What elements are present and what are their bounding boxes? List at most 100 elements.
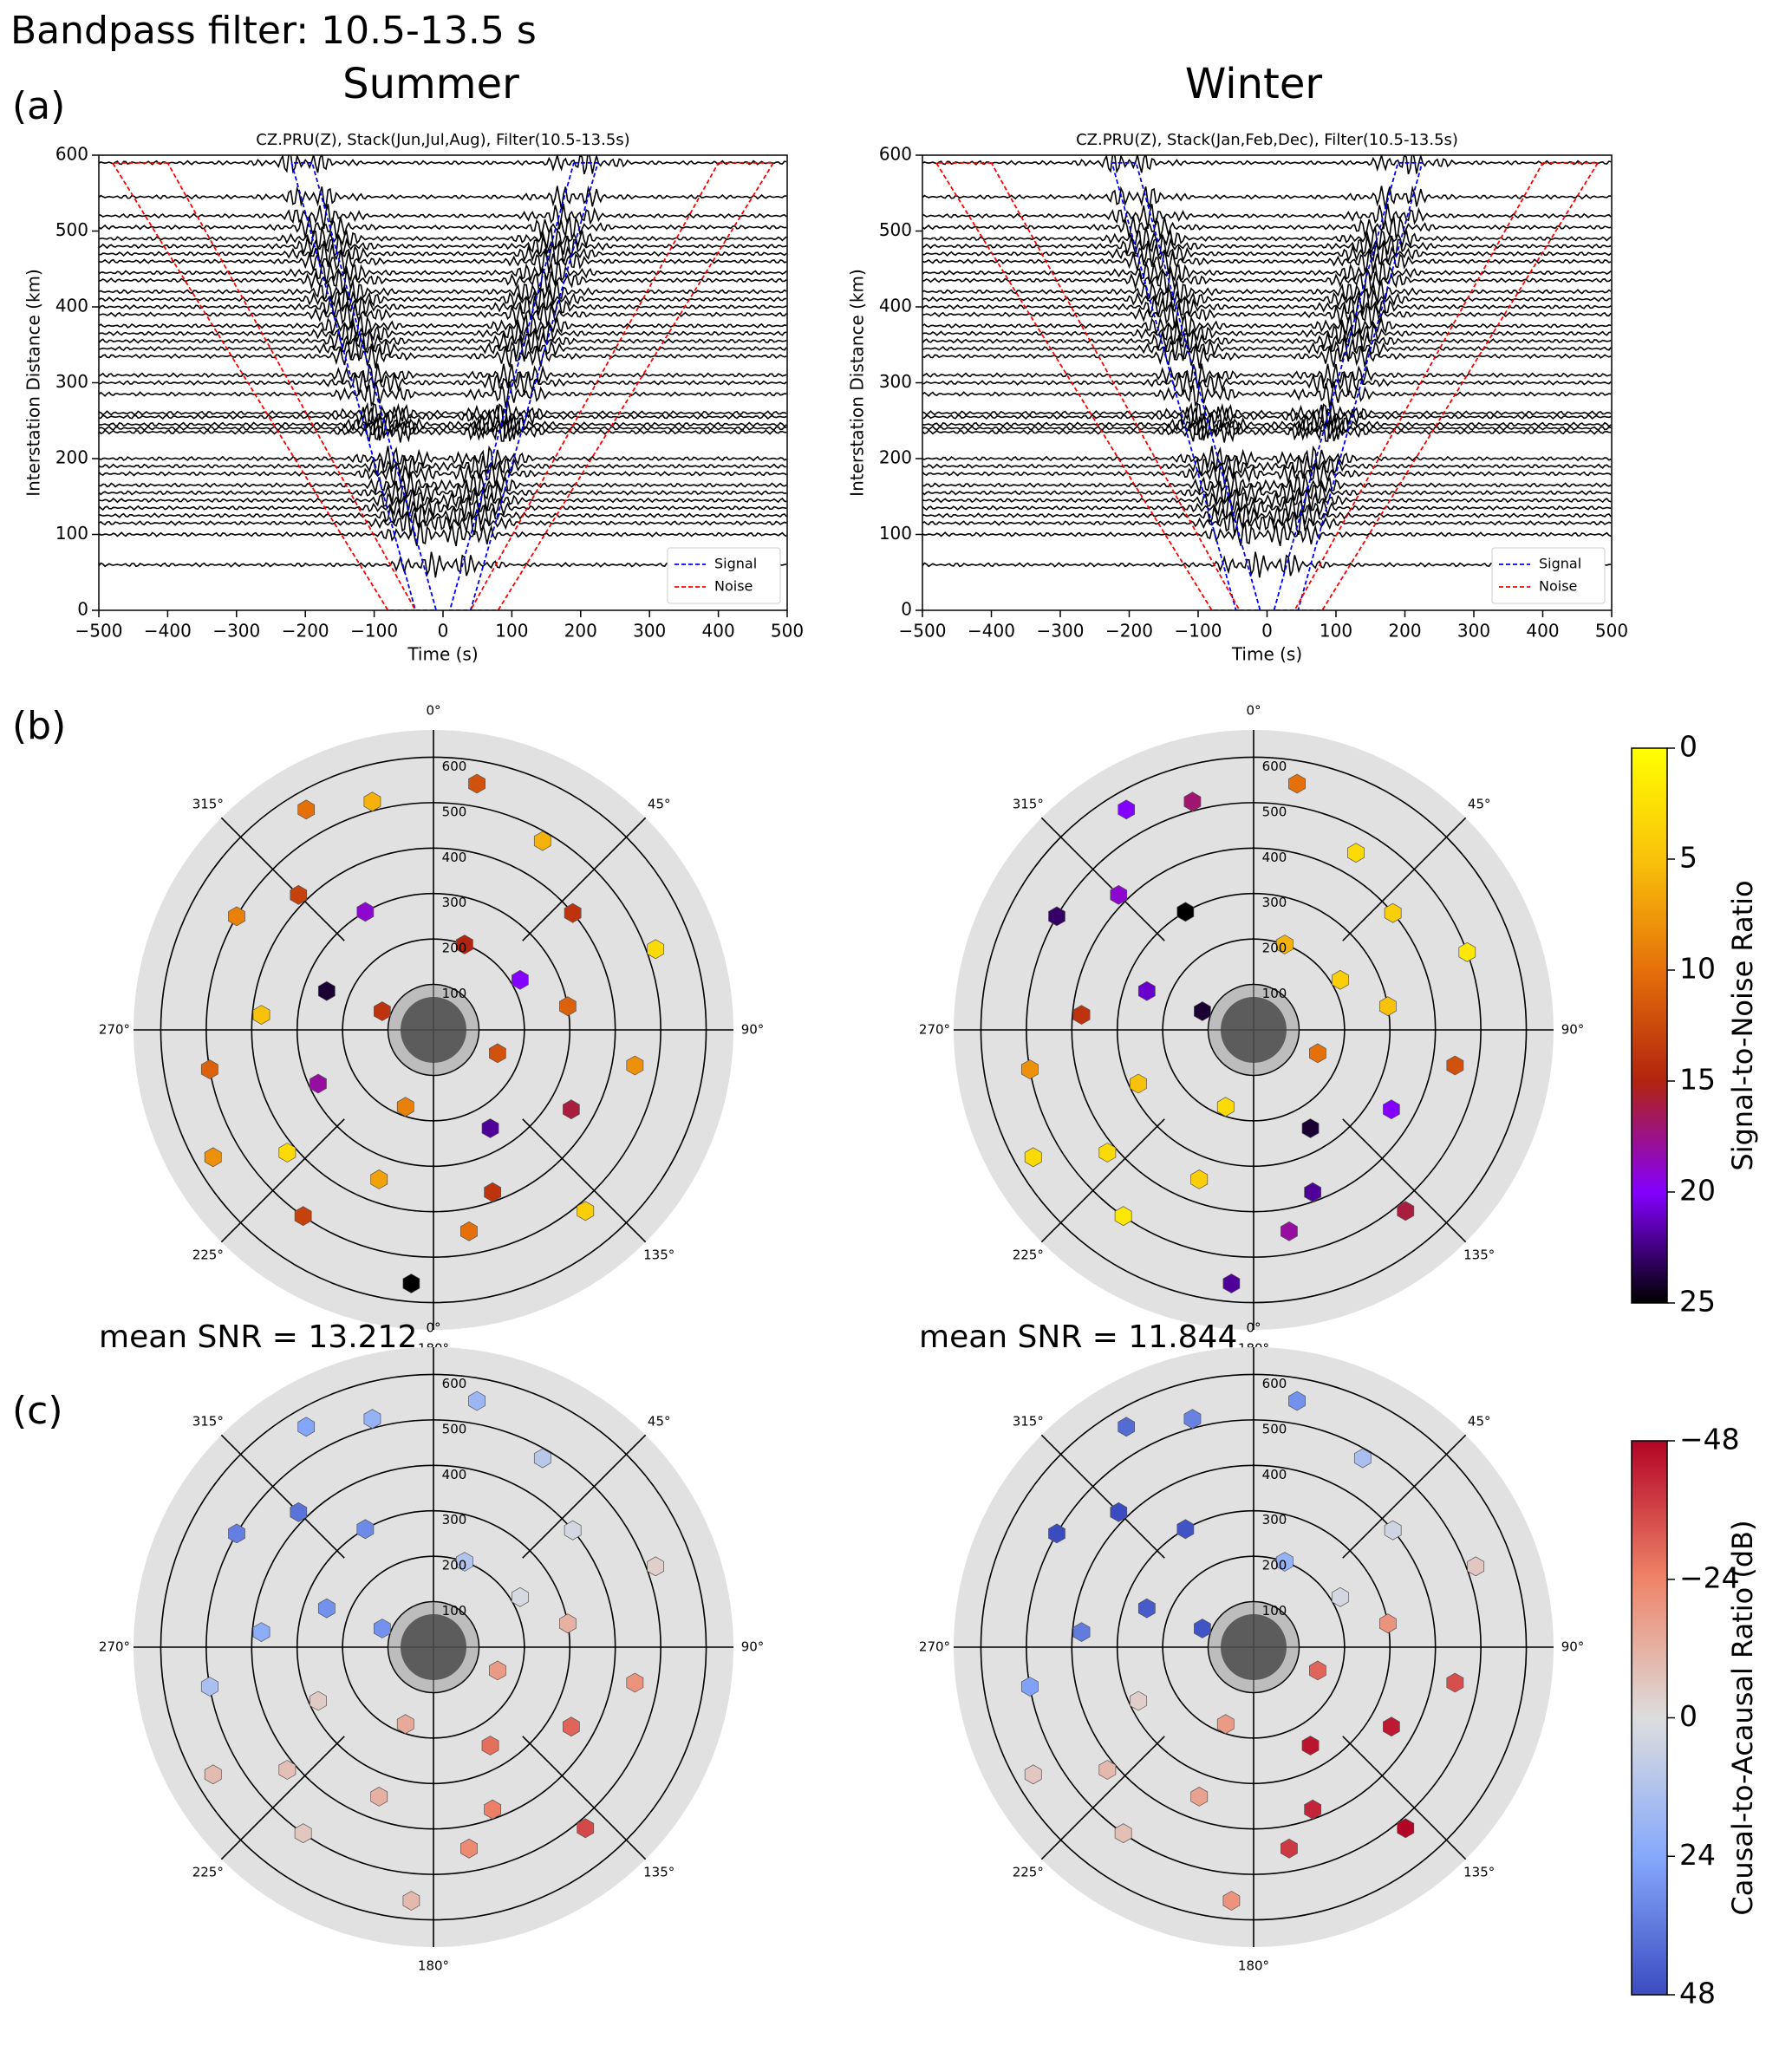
y-axis-label: Interstation Distance (km) <box>847 269 868 497</box>
hexbin-cell <box>1190 1786 1209 1807</box>
hexbin-cell <box>577 1201 595 1221</box>
panel-label: (b) <box>12 704 66 748</box>
r-grid-ring <box>1162 1555 1346 1739</box>
r-tick-label: 100 <box>442 1603 467 1619</box>
hexbin-cell <box>297 799 316 820</box>
hexbin-cell <box>563 1716 580 1737</box>
colorbar-tick-label: 0 <box>1679 1699 1698 1733</box>
colorbar-tick-label: 48 <box>1679 1977 1716 2010</box>
theta-tick-label: 0° <box>426 1320 440 1336</box>
colorbar-tick-label: 10 <box>1679 952 1716 986</box>
theta-grid-line <box>522 1736 647 1860</box>
theta-tick-label: 270° <box>919 1022 950 1038</box>
r-tick-label: 400 <box>1262 850 1287 865</box>
hexbin-cell <box>468 773 485 794</box>
trace <box>99 287 787 311</box>
hexbin-cell <box>1280 1838 1298 1859</box>
hexbin-cell <box>396 1714 414 1735</box>
r-grid-ring <box>980 756 1528 1304</box>
r-tick-label: 600 <box>1262 1376 1287 1391</box>
panel-label: (a) <box>12 84 65 128</box>
hexbin-cell <box>370 1786 388 1807</box>
r-grid-ring <box>1207 1600 1300 1694</box>
x-tick-label: −200 <box>282 621 329 642</box>
r-grid-ring <box>1026 802 1482 1258</box>
polar-chart: 0°45°90°135°180°225°270°315°100200300400… <box>99 703 764 1357</box>
r-grid-ring <box>205 802 661 1258</box>
trace <box>99 472 787 498</box>
x-tick-label: 200 <box>1388 621 1421 642</box>
hexbin-cell <box>294 1206 312 1227</box>
hexbin-cell <box>1048 906 1065 927</box>
hexbin-cell <box>1301 1118 1320 1138</box>
theta-grid-line <box>1040 1118 1165 1243</box>
y-tick-label: 500 <box>55 219 88 240</box>
trace <box>922 287 1612 311</box>
colorbar: 0 5 10 15 20 25 Signal-to-Noise Ratio <box>1631 730 1759 1319</box>
hexbin-cell <box>356 902 375 922</box>
chart-title: CZ.PRU(Z), Stack(Jun,Jul,Aug), Filter(10… <box>256 131 629 149</box>
trace <box>99 203 787 230</box>
colorbar-tick-label: 5 <box>1679 841 1698 875</box>
hexbin-cell <box>370 1169 388 1189</box>
trace <box>99 522 787 547</box>
x-tick-label: −200 <box>1105 621 1153 642</box>
trace <box>922 411 1612 439</box>
center-disk <box>1221 1614 1287 1680</box>
theta-grid-line <box>522 1434 647 1559</box>
hexbin-cell <box>1332 1586 1349 1607</box>
theta-grid-line <box>220 817 345 941</box>
r-tick-label: 300 <box>442 895 467 910</box>
theta-grid-line <box>1342 1434 1467 1559</box>
hexbin-cell <box>1304 1182 1322 1202</box>
hexbin-cell <box>278 1760 296 1780</box>
colorbar-tick-label: 25 <box>1679 1285 1716 1319</box>
hexbin-cell <box>294 1823 312 1844</box>
r-grid-ring <box>342 1555 525 1739</box>
theta-tick-label: 135° <box>1463 1247 1495 1263</box>
trace <box>922 280 1612 303</box>
trace <box>922 203 1612 230</box>
r-grid-ring <box>205 1419 661 1875</box>
hexbin-cell <box>1072 1622 1091 1643</box>
trace <box>922 226 1612 252</box>
r-tick-label: 300 <box>1262 895 1287 910</box>
hexbin-cell <box>1458 941 1476 962</box>
r-tick-label: 400 <box>1262 1467 1287 1482</box>
trace <box>922 363 1612 388</box>
hexbin-cell <box>317 1598 336 1619</box>
x-tick-label: 200 <box>564 621 597 642</box>
x-tick-label: 400 <box>702 621 735 642</box>
theta-grid-line <box>1342 817 1467 941</box>
theta-tick-label: 90° <box>1561 1639 1585 1655</box>
hexbin-cell <box>402 1274 420 1293</box>
trace <box>99 295 787 320</box>
hexbin-cell <box>1275 1552 1293 1572</box>
hexbin-cell <box>559 1613 577 1634</box>
hexbin-cell <box>297 1417 316 1437</box>
trace <box>922 185 1612 210</box>
trace <box>99 240 787 267</box>
chart-title: CZ.PRU(Z), Stack(Jan,Feb,Dec), Filter(10… <box>1076 131 1458 149</box>
theta-tick-label: 90° <box>741 1022 765 1038</box>
hexbin-cell <box>460 1221 478 1241</box>
theta-tick-label: 90° <box>741 1639 765 1655</box>
hexbin-cell <box>200 1677 218 1697</box>
r-tick-label: 300 <box>442 1512 467 1528</box>
trace <box>99 155 787 175</box>
trace <box>99 215 787 238</box>
trace <box>922 328 1612 355</box>
trace <box>99 494 787 520</box>
trace <box>99 419 787 443</box>
r-grid-ring <box>296 1509 571 1785</box>
hexbin-cell <box>1020 1677 1039 1697</box>
colorbar-label: Signal-to-Noise Ratio <box>1726 880 1759 1170</box>
theta-tick-label: 315° <box>1013 1413 1044 1429</box>
theta-tick-label: 0° <box>1246 1320 1261 1336</box>
window-outline <box>290 161 599 610</box>
hexbin-cell <box>363 791 381 812</box>
hexbin-cell <box>228 1523 245 1544</box>
trace <box>922 445 1612 472</box>
theta-tick-label: 0° <box>426 703 440 719</box>
trace <box>99 404 787 430</box>
